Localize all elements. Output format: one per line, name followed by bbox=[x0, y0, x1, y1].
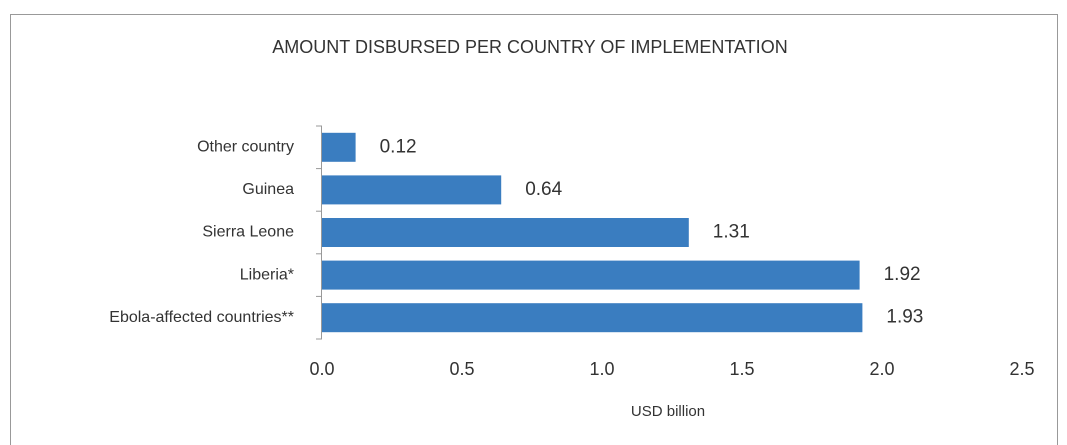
x-tick-label: 2.5 bbox=[1009, 359, 1034, 379]
data-label: 1.93 bbox=[886, 307, 923, 328]
x-axis-label: USD billion bbox=[631, 403, 705, 420]
y-tick-label: Guinea bbox=[242, 181, 294, 198]
x-tick-label: 1.5 bbox=[729, 359, 754, 379]
bar bbox=[322, 303, 863, 333]
bar bbox=[322, 132, 356, 162]
data-label: 1.31 bbox=[713, 222, 750, 243]
x-tick-label: 1.0 bbox=[589, 359, 614, 379]
x-tick-label: 0.5 bbox=[449, 359, 474, 379]
x-tick-label: 2.0 bbox=[869, 359, 894, 379]
data-label: 1.92 bbox=[884, 264, 921, 285]
chart-title: AMOUNT DISBURSED PER COUNTRY OF IMPLEMEN… bbox=[272, 37, 787, 57]
bar bbox=[322, 175, 502, 205]
frame bbox=[10, 14, 1058, 445]
x-tick-label: 0.0 bbox=[309, 359, 334, 379]
bar bbox=[322, 260, 860, 290]
bar bbox=[322, 218, 689, 247]
y-tick-label: Other country bbox=[197, 139, 294, 156]
y-tick-label: Liberia* bbox=[240, 266, 294, 283]
y-tick-label: Sierra Leone bbox=[202, 224, 294, 241]
y-tick-label: Ebola-affected countries** bbox=[109, 309, 294, 326]
data-label: 0.64 bbox=[525, 179, 562, 200]
data-label: 0.12 bbox=[380, 136, 417, 157]
